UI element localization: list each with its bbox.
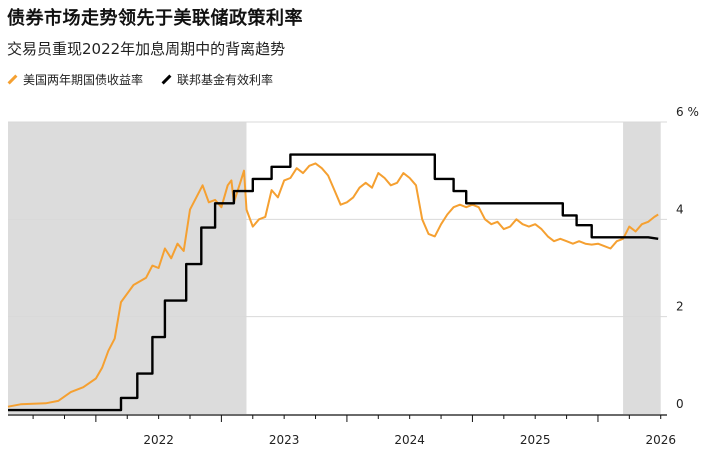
x-tick-label-0: 2022 (143, 433, 174, 447)
series-line-1 (8, 153, 659, 412)
legend-item-yield: 美国两年期国债收益率 (7, 71, 143, 88)
shaded-period-1 (623, 122, 661, 414)
shaded-periods (8, 122, 661, 414)
chart-title: 债券市场走势领先于美联储政策利率 (7, 8, 303, 29)
legend: 美国两年期国债收益率 联邦基金有效利率 (7, 71, 291, 88)
y-tick-label-3: 6 % (676, 105, 699, 119)
y-tick-label-2: 4 (676, 202, 684, 216)
x-tick-label-2: 2024 (394, 433, 425, 447)
shaded-period-0 (8, 122, 247, 414)
legend-label-yield: 美国两年期国债收益率 (23, 73, 144, 87)
y-tick-label-1: 2 (676, 300, 684, 314)
x-tick-label-4: 2026 (645, 433, 676, 447)
x-tick-label-3: 2025 (520, 433, 551, 447)
series-lines (7, 153, 659, 412)
legend-label-fed: 联邦基金有效利率 (177, 73, 274, 87)
axes: 0 2 4 6 % 2022 2023 2024 2025 2026 (8, 105, 699, 447)
y-tick-label-0: 0 (676, 397, 684, 411)
legend-item-fed: 联邦基金有效利率 (161, 71, 273, 88)
x-tick-label-1: 2023 (269, 433, 300, 447)
series-line-0 (7, 162, 659, 408)
chart-subtitle: 交易员重现2022年加息周期中的背离趋势 (7, 40, 286, 58)
